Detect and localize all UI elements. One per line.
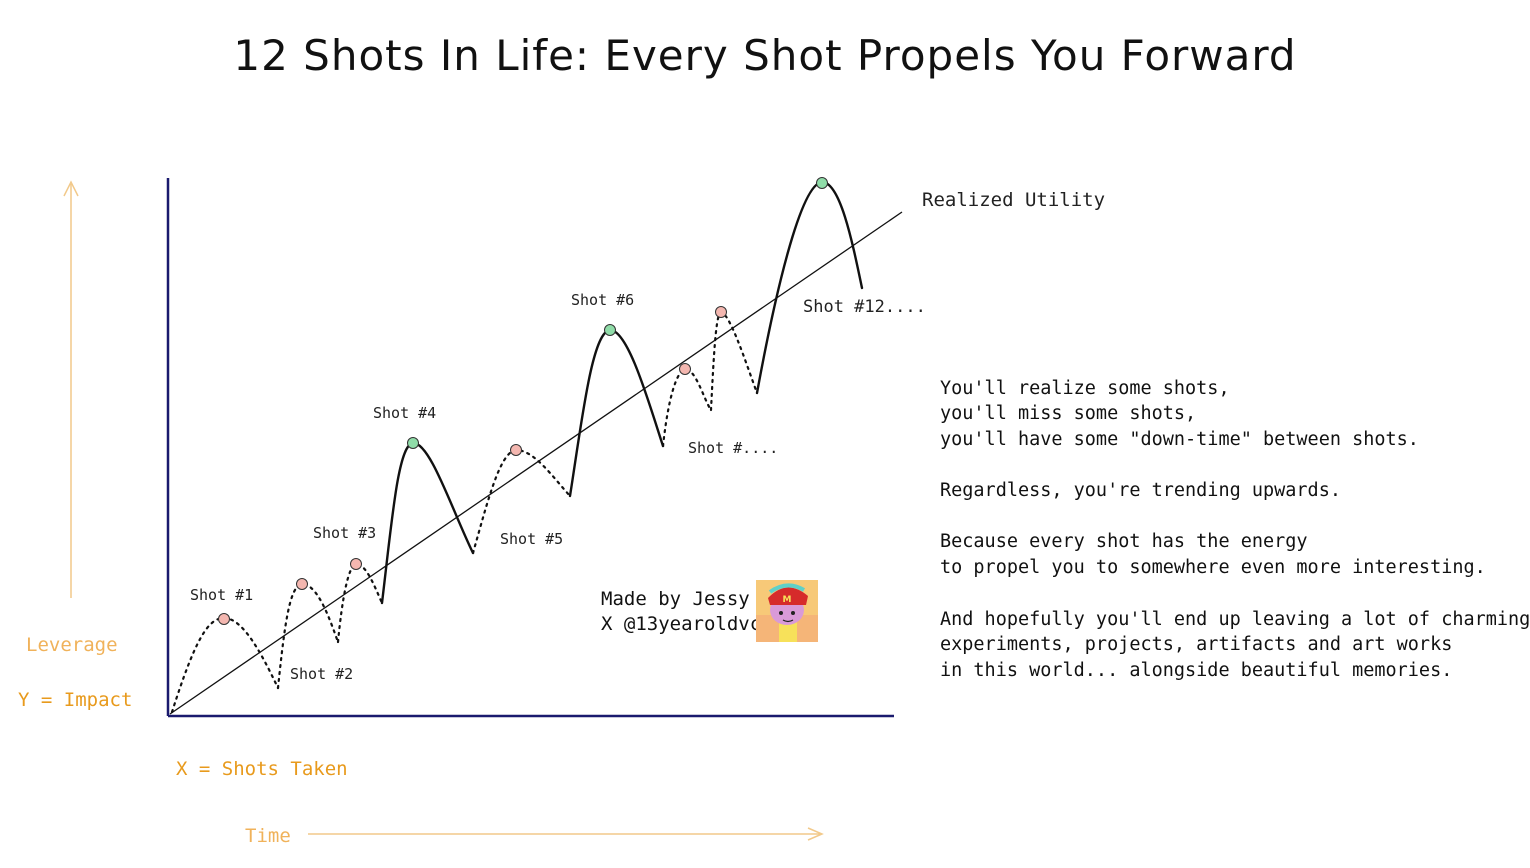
paragraph-1-line-3: you'll have some "down-time" between sho… [940, 429, 1419, 450]
description-text: You'll realize some shots, you'll miss s… [940, 378, 1530, 681]
shot-label: Shot #12.... [803, 297, 926, 317]
paragraph-1-line-2: you'll miss some shots, [940, 403, 1196, 424]
shot-label: Shot #3 [313, 524, 376, 542]
missed-shot-dot [350, 558, 362, 570]
shot-dots [218, 177, 828, 625]
paragraph-4-line-2: experiments, projects, artifacts and art… [940, 634, 1452, 655]
shot-label: Shot #.... [688, 439, 778, 457]
realized-shot-dot [816, 177, 828, 189]
x-axis-label: X = Shots Taken [176, 758, 348, 780]
chart-axes [166, 178, 894, 718]
missed-shot-dot [296, 578, 308, 590]
trend-label: Realized Utility [922, 189, 1105, 211]
paragraph-4-line-1: And hopefully you'll end up leaving a lo… [940, 609, 1530, 630]
leverage-arrow [63, 180, 79, 598]
paragraph-4-line-3: in this world... alongside beautiful mem… [940, 660, 1452, 681]
shot-label: Shot #2 [290, 665, 353, 683]
missed-shot-dot [510, 444, 522, 456]
paragraph-3-line-1: Because every shot has the energy [940, 531, 1308, 552]
missed-shot-dot [218, 613, 230, 625]
shot-label: Shot #1 [190, 586, 253, 604]
page-title: 12 Shots In Life: Every Shot Propels You… [233, 31, 1296, 80]
svg-text:M: M [783, 595, 792, 605]
credit-handle: X @13yearoldvc [601, 613, 761, 635]
shot-label: Shot #6 [571, 291, 634, 309]
trend-line [169, 211, 903, 715]
time-label: Time [245, 825, 291, 847]
missed-shot-dot [715, 306, 727, 318]
leverage-label: Leverage [26, 634, 118, 656]
shot-label: Shot #5 [500, 530, 563, 548]
paragraph-1-line-1: You'll realize some shots, [940, 378, 1230, 399]
credit-name: Made by Jessy [601, 588, 750, 610]
realized-shot-dot [407, 437, 419, 449]
avatar-icon: M [756, 580, 818, 642]
paragraph-2-line-1: Regardless, you're trending upwards. [940, 480, 1341, 501]
missed-shot-dot [679, 363, 691, 375]
shot-label: Shot #4 [373, 404, 436, 422]
realized-shot-curves [380, 180, 864, 605]
y-axis-label: Y = Impact [18, 689, 132, 711]
paragraph-3-line-2: to propel you to somewhere even more int… [940, 557, 1486, 578]
time-arrow [308, 827, 824, 841]
realized-shot-dot [604, 324, 616, 336]
